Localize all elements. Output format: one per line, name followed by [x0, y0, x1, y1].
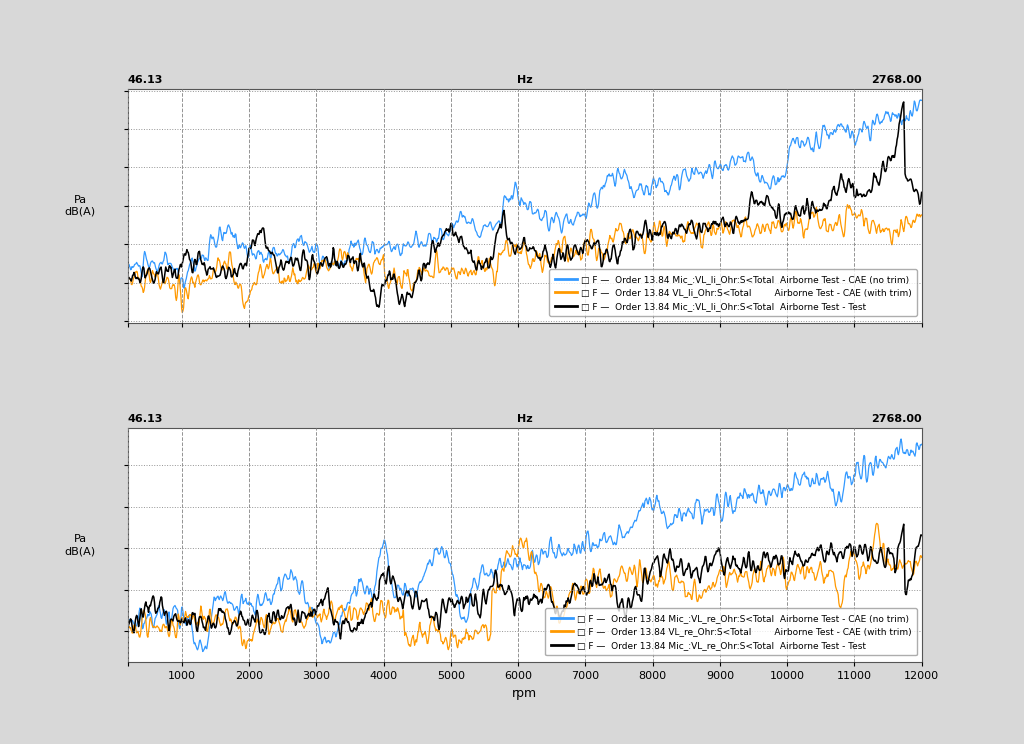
□ F —  Order 13.84 Mic_:VL_li_Ohr:S<Total  Airborne Test - Test	[122, 275, 134, 284]
□ F —  Order 13.84 Mic_:VL_re_Ohr:S<Total  Airborne Test - Test	[915, 531, 928, 540]
□ F —  Order 13.84 Mic_:VL_li_Ohr:S<Total  Airborne Test - Test	[556, 252, 568, 261]
□ F —  Order 13.84 VL_re_Ohr:S<Total        Airborne Test - CAE (with trim)	[122, 626, 134, 635]
□ F —  Order 13.84 VL_li_Ohr:S<Total        Airborne Test - CAE (with trim)	[176, 308, 188, 317]
□ F —  Order 13.84 Mic_:VL_li_Ohr:S<Total  Airborne Test - CAE (no trim)	[256, 251, 268, 260]
Legend: □ F —  Order 13.84 Mic_:VL_re_Ohr:S<Total  Airborne Test - CAE (no trim), □ F — : □ F — Order 13.84 Mic_:VL_re_Ohr:S<Total…	[546, 609, 918, 655]
Text: 2768.00: 2768.00	[871, 74, 922, 85]
□ F —  Order 13.84 Mic_:VL_re_Ohr:S<Total  Airborne Test - CAE (no trim)	[390, 591, 402, 600]
□ F —  Order 13.84 Mic_:VL_li_Ohr:S<Total  Airborne Test - Test	[373, 303, 385, 312]
□ F —  Order 13.84 VL_re_Ohr:S<Total        Airborne Test - CAE (with trim)	[915, 553, 928, 562]
□ F —  Order 13.84 Mic_:VL_li_Ohr:S<Total  Airborne Test - CAE (no trim)	[914, 95, 927, 104]
□ F —  Order 13.84 Mic_:VL_li_Ohr:S<Total  Airborne Test - CAE (no trim)	[467, 215, 479, 224]
Y-axis label: Pa
dB(A): Pa dB(A)	[65, 534, 95, 556]
Line: □ F —  Order 13.84 VL_li_Ohr:S<Total        Airborne Test - CAE (with trim): □ F — Order 13.84 VL_li_Ohr:S<Total Airb…	[128, 205, 922, 312]
□ F —  Order 13.84 Mic_:VL_re_Ohr:S<Total  Airborne Test - Test	[334, 635, 346, 644]
□ F —  Order 13.84 Mic_:VL_li_Ohr:S<Total  Airborne Test - Test	[898, 97, 910, 106]
Line: □ F —  Order 13.84 Mic_:VL_re_Ohr:S<Total  Airborne Test - Test: □ F — Order 13.84 Mic_:VL_re_Ohr:S<Total…	[128, 525, 922, 639]
□ F —  Order 13.84 VL_re_Ohr:S<Total        Airborne Test - CAE (with trim)	[870, 519, 883, 527]
□ F —  Order 13.84 Mic_:VL_re_Ohr:S<Total  Airborne Test - CAE (no trim)	[197, 647, 209, 656]
Text: 2768.00: 2768.00	[871, 414, 922, 423]
□ F —  Order 13.84 Mic_:VL_re_Ohr:S<Total  Airborne Test - CAE (no trim)	[227, 606, 240, 615]
□ F —  Order 13.84 VL_li_Ohr:S<Total        Airborne Test - CAE (with trim)	[227, 277, 240, 286]
□ F —  Order 13.84 VL_re_Ohr:S<Total        Airborne Test - CAE (with trim)	[467, 635, 479, 644]
□ F —  Order 13.84 Mic_:VL_li_Ohr:S<Total  Airborne Test - CAE (no trim)	[915, 96, 928, 105]
□ F —  Order 13.84 VL_re_Ohr:S<Total        Airborne Test - CAE (with trim)	[540, 589, 552, 598]
□ F —  Order 13.84 Mic_:VL_li_Ohr:S<Total  Airborne Test - CAE (no trim)	[556, 227, 568, 236]
□ F —  Order 13.84 VL_li_Ohr:S<Total        Airborne Test - CAE (with trim)	[390, 275, 402, 284]
□ F —  Order 13.84 VL_re_Ohr:S<Total        Airborne Test - CAE (with trim)	[256, 614, 268, 623]
Line: □ F —  Order 13.84 VL_re_Ohr:S<Total        Airborne Test - CAE (with trim): □ F — Order 13.84 VL_re_Ohr:S<Total Airb…	[128, 523, 922, 650]
□ F —  Order 13.84 Mic_:VL_re_Ohr:S<Total  Airborne Test - Test	[556, 606, 568, 615]
□ F —  Order 13.84 VL_re_Ohr:S<Total        Airborne Test - CAE (with trim)	[442, 645, 455, 654]
□ F —  Order 13.84 VL_li_Ohr:S<Total        Airborne Test - CAE (with trim)	[540, 252, 552, 261]
Y-axis label: Pa
dB(A): Pa dB(A)	[65, 196, 95, 217]
Legend: □ F —  Order 13.84 Mic_:VL_li_Ohr:S<Total  Airborne Test - CAE (no trim), □ F — : □ F — Order 13.84 Mic_:VL_li_Ohr:S<Total…	[549, 269, 918, 316]
□ F —  Order 13.84 Mic_:VL_li_Ohr:S<Total  Airborne Test - CAE (no trim)	[540, 207, 552, 216]
□ F —  Order 13.84 VL_li_Ohr:S<Total        Airborne Test - CAE (with trim)	[256, 272, 268, 281]
□ F —  Order 13.84 Mic_:VL_re_Ohr:S<Total  Airborne Test - Test	[540, 586, 552, 594]
Text: Hz: Hz	[517, 414, 532, 423]
□ F —  Order 13.84 Mic_:VL_re_Ohr:S<Total  Airborne Test - CAE (no trim)	[467, 579, 479, 588]
Line: □ F —  Order 13.84 Mic_:VL_re_Ohr:S<Total  Airborne Test - CAE (no trim): □ F — Order 13.84 Mic_:VL_re_Ohr:S<Total…	[128, 439, 922, 652]
□ F —  Order 13.84 Mic_:VL_re_Ohr:S<Total  Airborne Test - CAE (no trim)	[556, 551, 568, 560]
Text: 46.13: 46.13	[128, 414, 164, 423]
□ F —  Order 13.84 Mic_:VL_re_Ohr:S<Total  Airborne Test - CAE (no trim)	[256, 600, 268, 609]
□ F —  Order 13.84 VL_li_Ohr:S<Total        Airborne Test - CAE (with trim)	[556, 243, 568, 252]
□ F —  Order 13.84 Mic_:VL_re_Ohr:S<Total  Airborne Test - Test	[898, 520, 910, 529]
□ F —  Order 13.84 Mic_:VL_li_Ohr:S<Total  Airborne Test - Test	[256, 225, 268, 234]
□ F —  Order 13.84 Mic_:VL_li_Ohr:S<Total  Airborne Test - Test	[227, 270, 240, 279]
□ F —  Order 13.84 VL_li_Ohr:S<Total        Airborne Test - CAE (with trim)	[842, 200, 854, 209]
□ F —  Order 13.84 Mic_:VL_re_Ohr:S<Total  Airborne Test - Test	[256, 628, 268, 637]
Line: □ F —  Order 13.84 Mic_:VL_li_Ohr:S<Total  Airborne Test - Test: □ F — Order 13.84 Mic_:VL_li_Ohr:S<Total…	[128, 102, 922, 307]
□ F —  Order 13.84 Mic_:VL_re_Ohr:S<Total  Airborne Test - Test	[227, 618, 240, 627]
□ F —  Order 13.84 Mic_:VL_li_Ohr:S<Total  Airborne Test - Test	[915, 188, 928, 197]
□ F —  Order 13.84 VL_re_Ohr:S<Total        Airborne Test - CAE (with trim)	[227, 619, 240, 628]
□ F —  Order 13.84 VL_li_Ohr:S<Total        Airborne Test - CAE (with trim)	[122, 277, 134, 286]
□ F —  Order 13.84 VL_li_Ohr:S<Total        Airborne Test - CAE (with trim)	[467, 268, 479, 277]
Text: 46.13: 46.13	[128, 74, 164, 85]
□ F —  Order 13.84 Mic_:VL_re_Ohr:S<Total  Airborne Test - Test	[390, 585, 402, 594]
□ F —  Order 13.84 Mic_:VL_li_Ohr:S<Total  Airborne Test - CAE (no trim)	[122, 268, 134, 277]
Line: □ F —  Order 13.84 Mic_:VL_li_Ohr:S<Total  Airborne Test - CAE (no trim): □ F — Order 13.84 Mic_:VL_li_Ohr:S<Total…	[128, 100, 922, 289]
□ F —  Order 13.84 VL_re_Ohr:S<Total        Airborne Test - CAE (with trim)	[389, 606, 401, 615]
□ F —  Order 13.84 Mic_:VL_re_Ohr:S<Total  Airborne Test - CAE (no trim)	[540, 547, 552, 556]
□ F —  Order 13.84 Mic_:VL_re_Ohr:S<Total  Airborne Test - CAE (no trim)	[122, 621, 134, 630]
□ F —  Order 13.84 Mic_:VL_li_Ohr:S<Total  Airborne Test - CAE (no trim)	[178, 284, 190, 293]
□ F —  Order 13.84 Mic_:VL_li_Ohr:S<Total  Airborne Test - CAE (no trim)	[227, 231, 240, 240]
□ F —  Order 13.84 Mic_:VL_li_Ohr:S<Total  Airborne Test - Test	[467, 257, 479, 266]
□ F —  Order 13.84 Mic_:VL_re_Ohr:S<Total  Airborne Test - CAE (no trim)	[915, 440, 928, 449]
X-axis label: rpm: rpm	[512, 687, 538, 700]
□ F —  Order 13.84 VL_re_Ohr:S<Total        Airborne Test - CAE (with trim)	[556, 613, 568, 622]
□ F —  Order 13.84 VL_li_Ohr:S<Total        Airborne Test - CAE (with trim)	[915, 211, 928, 219]
Text: Hz: Hz	[517, 74, 532, 85]
□ F —  Order 13.84 Mic_:VL_re_Ohr:S<Total  Airborne Test - Test	[122, 623, 134, 632]
□ F —  Order 13.84 Mic_:VL_li_Ohr:S<Total  Airborne Test - CAE (no trim)	[390, 241, 402, 250]
□ F —  Order 13.84 Mic_:VL_li_Ohr:S<Total  Airborne Test - Test	[390, 278, 402, 287]
□ F —  Order 13.84 Mic_:VL_li_Ohr:S<Total  Airborne Test - Test	[540, 243, 552, 252]
□ F —  Order 13.84 Mic_:VL_re_Ohr:S<Total  Airborne Test - Test	[467, 601, 479, 610]
□ F —  Order 13.84 Mic_:VL_re_Ohr:S<Total  Airborne Test - CAE (no trim)	[895, 434, 907, 443]
